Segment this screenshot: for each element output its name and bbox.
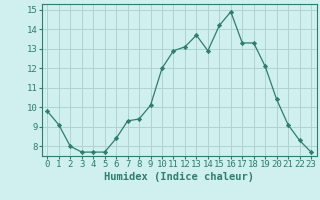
X-axis label: Humidex (Indice chaleur): Humidex (Indice chaleur) [104, 172, 254, 182]
